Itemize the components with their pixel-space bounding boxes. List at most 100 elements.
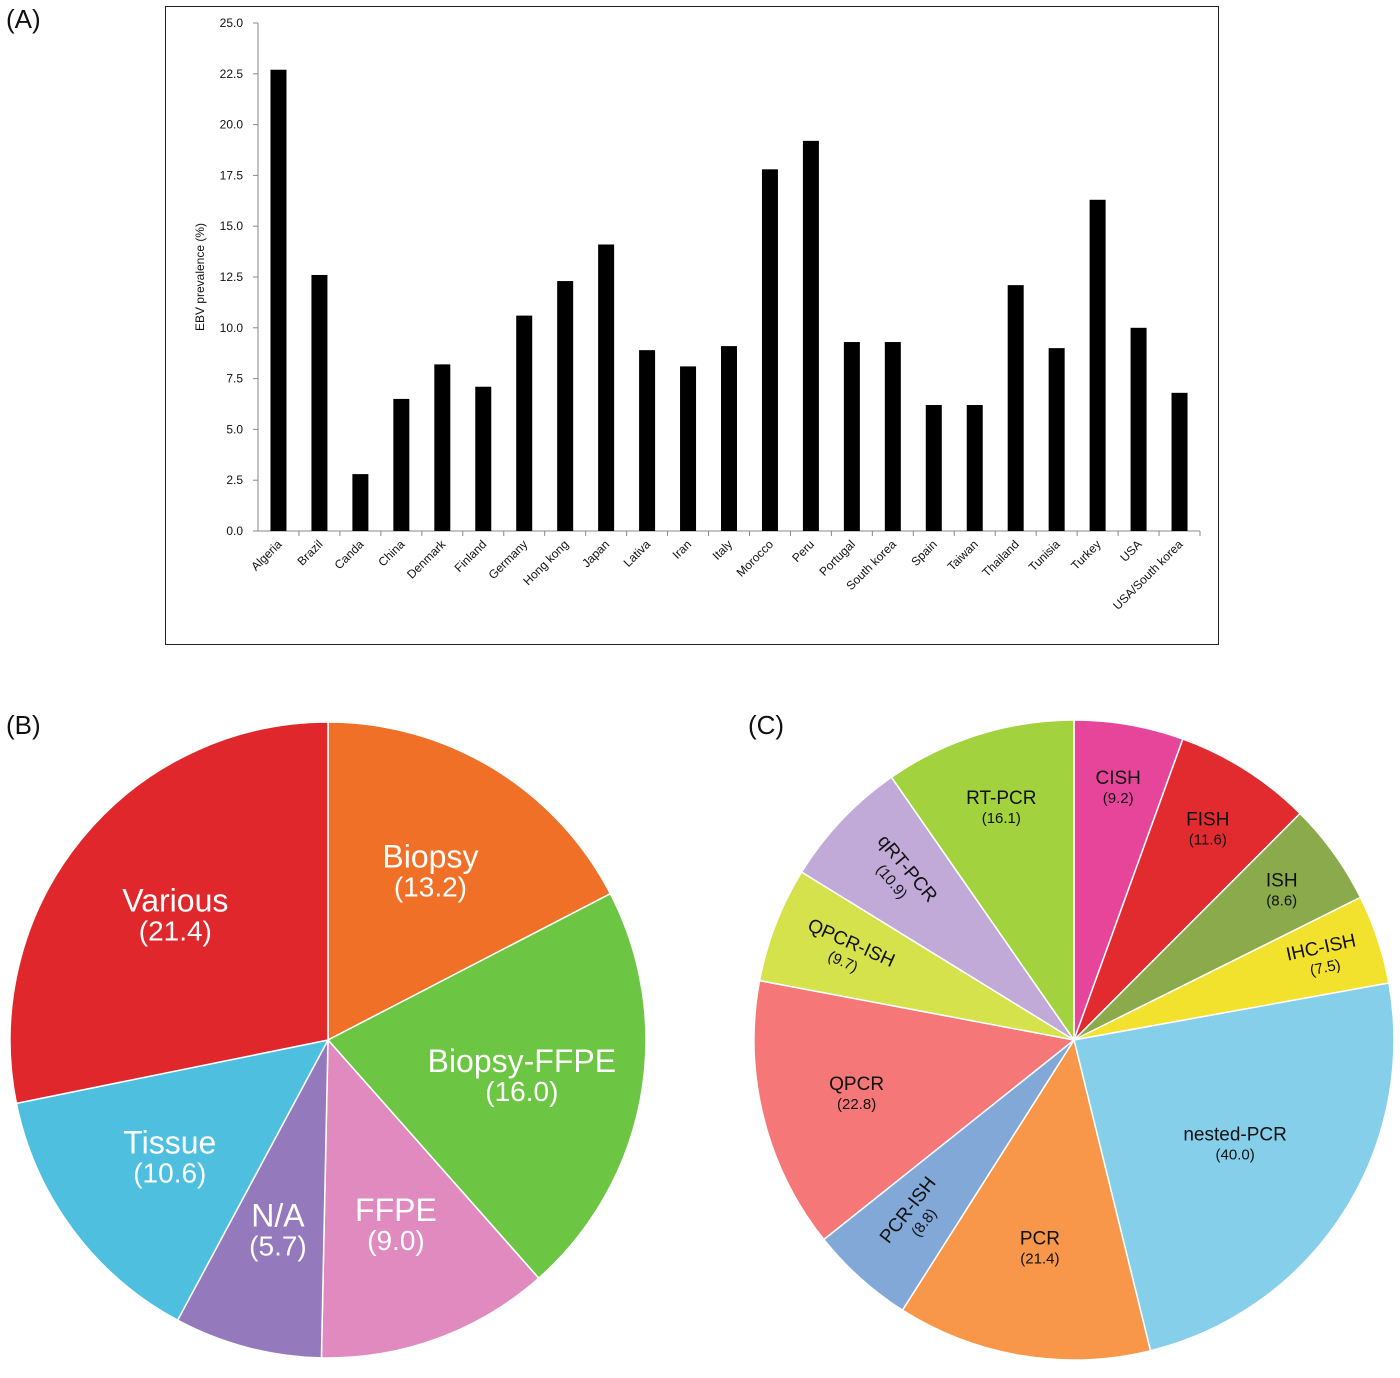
slice-value-cish: (9.2): [1103, 790, 1134, 807]
bar-thailand: [1007, 285, 1024, 531]
slice-label-group-pcr: PCR (21.4): [1020, 1228, 1060, 1267]
slice-various: [9, 721, 329, 1105]
x-tick-label-lativa: Lativa: [621, 537, 654, 570]
bar-italy: [721, 346, 737, 531]
pie-chart-sample-type: Biopsy(13.2) Biopsy-FFPE(16.0) FFPE(9.0) N/…: [9, 721, 647, 1359]
slice-tissue: [15, 1038, 330, 1322]
slice-value-ihc-ish: (7.5): [1308, 956, 1342, 979]
y-tick-label: 2.5: [226, 473, 243, 487]
slice-label-group-tissue: Tissue(10.6): [123, 1125, 216, 1189]
slice-value-fish: (11.6): [1189, 832, 1227, 849]
bar-denmark: [434, 364, 451, 531]
y-tick-label: 17.5: [220, 168, 244, 182]
bar-chart-frame: [165, 6, 1219, 645]
slice-label-group-various: Various(21.4): [122, 882, 228, 946]
slice-biopsy-ffpe: [326, 892, 647, 1280]
bar-spain: [925, 405, 942, 531]
bar-morocco: [761, 169, 778, 531]
bar-brazil: [311, 274, 328, 531]
slice-label-group-n-a: N/A(5.7): [249, 1198, 307, 1262]
bar-south-korea: [884, 342, 901, 531]
y-tick-label: 7.5: [226, 372, 243, 386]
slice-value-pcr: (21.4): [1020, 1251, 1059, 1268]
slice-label-biopsy: Biopsy: [382, 839, 478, 875]
x-tick-label-finland: Finland: [452, 537, 490, 575]
y-tick-label: 12.5: [220, 270, 244, 284]
x-tick-label-morocco: Morocco: [734, 537, 777, 580]
bar-algeria: [270, 69, 287, 532]
bar-finland: [475, 386, 492, 531]
slice-label-fish: FISH: [1186, 809, 1229, 830]
panel-label-b: (B): [6, 710, 41, 740]
y-axis-label: EBV prevalence (%): [193, 223, 207, 331]
slice-value-n-a: (5.7): [249, 1231, 307, 1262]
slice-value-nested-pcr: (40.0): [1216, 1147, 1255, 1164]
slice-nested-pcr: [1073, 982, 1395, 1352]
x-tick-label-portugal: Portugal: [816, 537, 858, 579]
slice-label-group-biopsy-ffpe: Biopsy-FFPE(16.0): [428, 1043, 616, 1107]
slice-value-rt-pcr: (16.1): [982, 810, 1021, 827]
x-tick-label-iran: Iran: [670, 537, 695, 562]
slice-value-biopsy: (13.2): [394, 872, 467, 903]
x-tick-label-spain: Spain: [908, 537, 940, 569]
slice-qpcr: [753, 979, 1076, 1241]
slice-value-tissue: (10.6): [133, 1158, 206, 1189]
slice-label-group-qpcr: QPCR(22.8): [829, 1074, 884, 1113]
slice-biopsy: [327, 721, 612, 1042]
x-tick-label-china: China: [375, 537, 407, 569]
bar-iran: [680, 366, 697, 531]
bar-portugal: [843, 342, 860, 531]
slice-label-biopsy-ffpe: Biopsy-FFPE: [428, 1043, 616, 1079]
slice-label-group-biopsy: Biopsy(13.2): [382, 839, 478, 903]
slice-value-various: (21.4): [139, 915, 212, 946]
slice-rt-pcr: [890, 719, 1075, 1043]
x-tick-label-usa: USA: [1117, 537, 1144, 564]
bar-usa: [1130, 327, 1147, 531]
slice-n-a: [176, 1039, 329, 1359]
y-tick-label: 10.0: [220, 321, 244, 335]
bar-hong-kong: [557, 281, 574, 531]
x-tick-label-taiwan: Taiwan: [945, 537, 981, 573]
slice-label-group-nested-pcr: nested-PCR (40.0): [1183, 1124, 1287, 1163]
bar-chart-prevalence: 0.0 2.5 5.0 7.5 10.0 12.5 15.0 17.5 20.0 22.5 25.0…: [193, 16, 1201, 613]
y-tick-label: 20.0: [220, 118, 244, 132]
slice-ffpe: [320, 1038, 540, 1359]
x-tick-label-japan: Japan: [579, 537, 612, 570]
slice-value-ffpe: (9.0): [367, 1225, 425, 1256]
slice-label-ish: ISH: [1266, 870, 1298, 891]
y-tick-label: 5.0: [226, 422, 243, 436]
y-tick-label: 25.0: [220, 16, 244, 30]
x-tick-label-denmark: Denmark: [404, 537, 449, 582]
y-tick-label: 22.5: [220, 67, 244, 81]
y-tick-label: 15.0: [220, 219, 244, 233]
slice-value-biopsy-ffpe: (16.0): [485, 1076, 558, 1107]
bar-usa-south-korea: [1171, 392, 1188, 531]
x-tick-label-thailand: Thailand: [979, 537, 1021, 579]
slice-label-various: Various: [122, 882, 228, 918]
bar-japan: [598, 244, 615, 531]
slice-value-ish: (8.6): [1266, 893, 1297, 910]
bar-canda: [352, 474, 369, 531]
bar-taiwan: [966, 405, 983, 531]
slice-label-n-a: N/A: [251, 1198, 305, 1234]
slice-label-tissue: Tissue: [123, 1125, 216, 1161]
bar-peru: [802, 140, 819, 531]
slice-qrt-pcr: [800, 776, 1075, 1041]
slice-label-group-cish: CISH(9.2): [1095, 768, 1140, 807]
slice-label-group-ish: ISH (8.6): [1266, 870, 1298, 909]
x-tick-label-turkey: Turkey: [1068, 537, 1104, 573]
x-tick-label-canda: Canda: [332, 537, 367, 572]
x-tick-label-brazil: Brazil: [294, 537, 325, 568]
bar-turkey: [1089, 199, 1106, 531]
bar-tunisia: [1048, 348, 1065, 531]
slice-label-pcr: PCR: [1020, 1228, 1060, 1249]
slice-fish: [1073, 738, 1302, 1041]
x-tick-label-peru: Peru: [789, 537, 817, 565]
slice-label-ffpe: FFPE: [355, 1192, 437, 1228]
slice-value-qpcr: (22.8): [837, 1096, 876, 1113]
x-tick-label-algeria: Algeria: [248, 537, 285, 574]
slice-label-cish: CISH: [1095, 768, 1140, 789]
bar-china: [393, 398, 410, 531]
bar-lativa: [639, 350, 656, 531]
slice-label-qpcr: QPCR: [829, 1074, 884, 1095]
